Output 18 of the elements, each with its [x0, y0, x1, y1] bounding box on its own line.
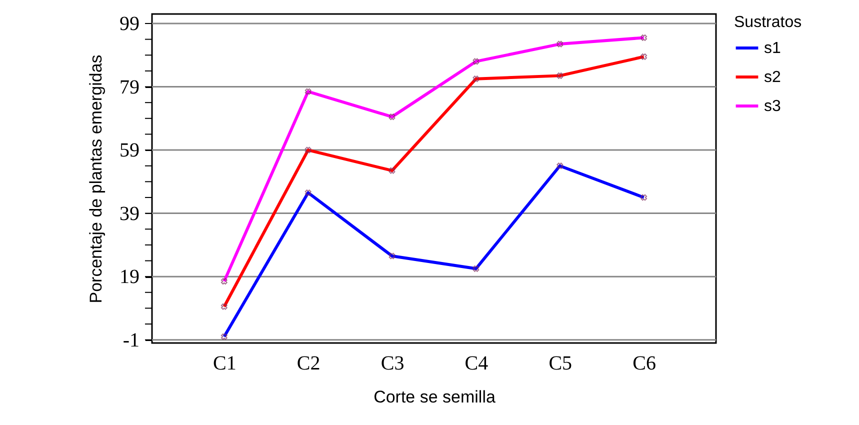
x-tick-label: C2	[296, 352, 320, 374]
legend-label: s2	[764, 69, 781, 86]
y-tick-label: 39	[120, 202, 140, 225]
x-tick-label: C5	[548, 352, 572, 374]
y-tick-label: 19	[120, 266, 140, 288]
legend-title: Sustratos	[734, 14, 802, 31]
legend-label: s1	[764, 40, 781, 57]
y-tick-label: 99	[120, 12, 140, 35]
x-tick-label: C4	[464, 352, 488, 374]
legend-label: s3	[764, 98, 781, 115]
x-axis-title: Corte se semilla	[374, 388, 496, 406]
y-tick-label: 79	[120, 76, 140, 98]
y-axis-title: Porcentaje de plantas emergidas	[86, 54, 106, 304]
x-tick-label: C1	[213, 352, 236, 374]
x-tick-label: C6	[632, 352, 656, 374]
y-tick-label: -1	[122, 329, 140, 352]
x-tick-label: C3	[380, 352, 404, 374]
y-tick-label: 59	[120, 140, 140, 162]
